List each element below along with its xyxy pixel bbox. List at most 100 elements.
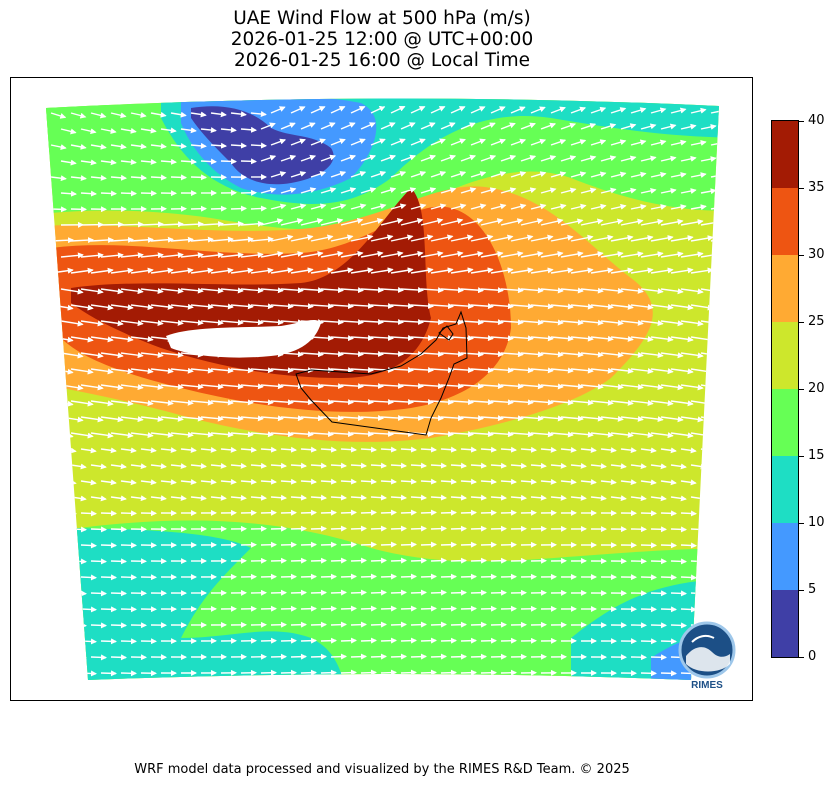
wind-arrow [440, 218, 464, 226]
wind-arrow [120, 384, 144, 391]
wind-arrow [630, 107, 647, 114]
wind-arrow [460, 605, 477, 612]
wind-arrow [340, 415, 364, 422]
wind-arrow [130, 236, 154, 243]
wind-arrow [510, 267, 534, 274]
wind-arrow [120, 352, 144, 359]
wind-arrow [390, 335, 414, 341]
wind-arrow [380, 287, 404, 293]
wind-arrow [130, 304, 154, 311]
wind-arrow [340, 154, 357, 162]
wind-arrow [460, 637, 477, 644]
wind-arrow [670, 336, 694, 343]
wind-arrow [130, 112, 147, 118]
wind-arrow [640, 352, 664, 359]
wind-arrow [500, 122, 516, 130]
wind-arrow [570, 399, 594, 406]
wind-arrow [670, 432, 694, 439]
wind-arrow [210, 236, 234, 243]
wind-arrow [270, 431, 294, 438]
colorbar-segment [772, 389, 798, 456]
wind-arrow [580, 251, 604, 258]
wind-arrow [300, 573, 317, 580]
wind-arrow [390, 431, 414, 437]
map-panel [10, 77, 753, 701]
wind-arrow [670, 107, 687, 114]
wind-arrow [370, 170, 387, 178]
wind-arrow [430, 621, 447, 628]
wind-arrow [410, 367, 434, 373]
wind-arrow [90, 267, 114, 274]
wind-arrow [170, 431, 194, 438]
wind-arrow [380, 319, 404, 325]
wind-arrow [480, 250, 504, 258]
wind-arrow [550, 106, 566, 114]
wind-arrow [420, 122, 436, 130]
wind-arrow [110, 558, 127, 565]
wind-arrow [360, 122, 376, 130]
wind-arrow [590, 463, 607, 470]
wind-arrow [220, 319, 244, 326]
wind-arrow [270, 138, 287, 146]
wind-arrow [480, 287, 504, 294]
wind-arrow [570, 139, 587, 146]
wind-arrow [250, 335, 274, 342]
wind-arrow [60, 670, 77, 677]
wind-arrow [430, 367, 454, 374]
wind-arrow [510, 431, 534, 438]
wind-arrow [410, 589, 427, 596]
wind-arrow [470, 303, 494, 310]
wind-arrow [370, 399, 394, 405]
wind-arrow [430, 234, 454, 242]
wind-arrow [520, 383, 544, 390]
wind-arrow [340, 250, 364, 258]
wind-arrow [490, 431, 514, 438]
wind-arrow [660, 320, 684, 327]
wind-arrow [380, 541, 397, 548]
wind-arrow [660, 670, 677, 677]
wind-arrow [670, 495, 687, 502]
wind-arrow [320, 351, 344, 358]
wind-arrow [350, 653, 367, 660]
colorbar-tick-label: 10 [808, 515, 825, 530]
wind-arrow [610, 234, 634, 242]
wind-arrow [360, 446, 377, 453]
wind-arrow [500, 319, 524, 326]
wind-arrow [60, 606, 77, 613]
wind-arrow [630, 400, 654, 406]
wind-arrow [440, 383, 464, 390]
wind-arrow [510, 303, 534, 310]
wind-arrow [490, 106, 506, 114]
wind-arrow [310, 525, 327, 532]
colorbar-tick-label: 15 [808, 448, 825, 463]
wind-arrow [270, 203, 287, 210]
wind-arrow [400, 446, 417, 453]
wind-arrow [150, 174, 167, 181]
wind-arrow [640, 187, 657, 194]
wind-arrow [490, 234, 514, 242]
colorbar-tick [799, 121, 804, 122]
wind-arrow [550, 431, 574, 438]
wind-arrow [420, 351, 444, 358]
wind-arrow [520, 478, 537, 485]
wind-arrow [410, 106, 426, 114]
wind-arrow [440, 154, 457, 162]
wind-arrow [370, 267, 394, 274]
wind-arrow [100, 352, 124, 359]
wind-arrow [190, 367, 214, 374]
wind-arrow [490, 462, 507, 469]
wind-arrow [470, 203, 487, 210]
wind-arrow [380, 573, 397, 580]
wind-arrow [420, 637, 437, 644]
wind-arrow [170, 174, 187, 181]
wind-arrow [50, 112, 67, 119]
wind-arrow [510, 234, 534, 242]
wind-arrow [460, 383, 484, 390]
wind-arrow [60, 574, 77, 581]
wind-arrow [330, 303, 354, 310]
wind-arrow [150, 111, 167, 118]
wind-arrow [570, 234, 594, 242]
wind-arrow [430, 494, 447, 501]
wind-arrow [450, 303, 474, 310]
wind-arrow [640, 320, 664, 327]
